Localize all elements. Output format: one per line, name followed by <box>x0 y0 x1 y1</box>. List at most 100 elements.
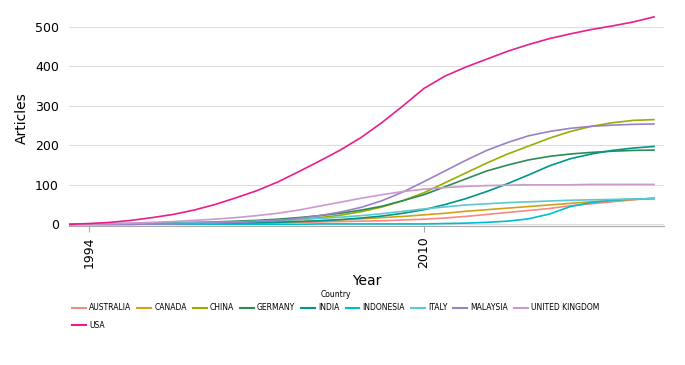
INDIA <box>295 219 303 224</box>
UNITED KINGDOM <box>440 185 449 190</box>
INDIA <box>629 146 637 150</box>
INDIA <box>253 220 261 225</box>
INDONESIA <box>253 222 261 227</box>
UNITED KINGDOM <box>503 183 512 187</box>
MALAYSIA <box>253 219 261 224</box>
MALAYSIA <box>566 126 575 131</box>
UNITED KINGDOM <box>420 187 428 191</box>
ITALY <box>211 220 219 224</box>
CANADA <box>545 203 553 207</box>
ITALY <box>253 219 261 223</box>
GERMANY <box>566 152 575 156</box>
USA <box>273 180 282 184</box>
AUSTRALIA <box>462 214 470 219</box>
UNITED KINGDOM <box>169 219 177 224</box>
CANADA <box>587 200 595 204</box>
CHINA <box>440 181 449 185</box>
Line: USA: USA <box>68 17 654 224</box>
CHINA <box>336 213 345 218</box>
ITALY <box>525 200 533 204</box>
USA <box>106 220 114 224</box>
USA <box>420 86 428 91</box>
AUSTRALIA <box>336 219 345 224</box>
GERMANY <box>525 158 533 162</box>
ITALY <box>420 207 428 211</box>
MALAYSIA <box>127 222 136 227</box>
GERMANY <box>86 222 94 226</box>
AUSTRALIA <box>566 204 575 208</box>
Line: AUSTRALIA: AUSTRALIA <box>68 198 654 224</box>
MALAYSIA <box>169 222 177 226</box>
CHINA <box>106 222 114 227</box>
MALAYSIA <box>440 169 449 173</box>
CHINA <box>64 222 73 227</box>
INDONESIA <box>608 198 616 203</box>
MALAYSIA <box>503 140 512 145</box>
ITALY <box>378 211 386 216</box>
MALAYSIA <box>545 129 553 134</box>
INDIA <box>86 222 94 227</box>
ITALY <box>629 197 637 201</box>
ITALY <box>315 216 323 220</box>
CANADA <box>64 222 73 227</box>
AUSTRALIA <box>483 212 491 217</box>
UNITED KINGDOM <box>650 182 658 187</box>
CHINA <box>86 222 94 227</box>
MALAYSIA <box>483 148 491 153</box>
MALAYSIA <box>336 210 345 214</box>
INDONESIA <box>378 222 386 226</box>
INDONESIA <box>106 222 114 227</box>
CANADA <box>629 197 637 201</box>
CHINA <box>566 129 575 134</box>
GERMANY <box>545 154 553 158</box>
CHINA <box>232 220 240 224</box>
CANADA <box>106 222 114 226</box>
Line: CANADA: CANADA <box>68 198 654 224</box>
UNITED KINGDOM <box>211 217 219 222</box>
USA <box>211 202 219 207</box>
USA <box>295 170 303 174</box>
GERMANY <box>440 185 449 189</box>
INDONESIA <box>295 222 303 227</box>
MALAYSIA <box>587 124 595 128</box>
MALAYSIA <box>273 218 282 223</box>
CANADA <box>608 199 616 203</box>
USA <box>608 24 616 28</box>
CANADA <box>462 209 470 214</box>
UNITED KINGDOM <box>336 200 345 204</box>
USA <box>169 212 177 217</box>
GERMANY <box>232 219 240 223</box>
UNITED KINGDOM <box>587 182 595 187</box>
MALAYSIA <box>315 214 323 218</box>
UNITED KINGDOM <box>525 182 533 187</box>
GERMANY <box>336 211 345 215</box>
USA <box>462 65 470 69</box>
CHINA <box>378 205 386 209</box>
ITALY <box>357 214 365 218</box>
ITALY <box>566 198 575 203</box>
USA <box>566 32 575 36</box>
ITALY <box>190 220 198 225</box>
GERMANY <box>315 214 323 218</box>
USA <box>336 148 345 152</box>
CHINA <box>211 220 219 225</box>
INDIA <box>420 208 428 212</box>
USA <box>253 189 261 193</box>
CANADA <box>190 221 198 225</box>
GERMANY <box>629 148 637 153</box>
INDIA <box>336 218 345 222</box>
INDIA <box>650 144 658 149</box>
AUSTRALIA <box>399 218 407 222</box>
MALAYSIA <box>462 158 470 162</box>
CANADA <box>483 208 491 212</box>
USA <box>315 159 323 163</box>
INDONESIA <box>357 222 365 226</box>
UNITED KINGDOM <box>190 218 198 223</box>
ITALY <box>86 222 94 226</box>
AUSTRALIA <box>86 222 94 226</box>
GERMANY <box>483 169 491 173</box>
INDONESIA <box>503 219 512 223</box>
INDONESIA <box>336 222 345 226</box>
UNITED KINGDOM <box>64 222 73 227</box>
AUSTRALIA <box>148 222 156 226</box>
